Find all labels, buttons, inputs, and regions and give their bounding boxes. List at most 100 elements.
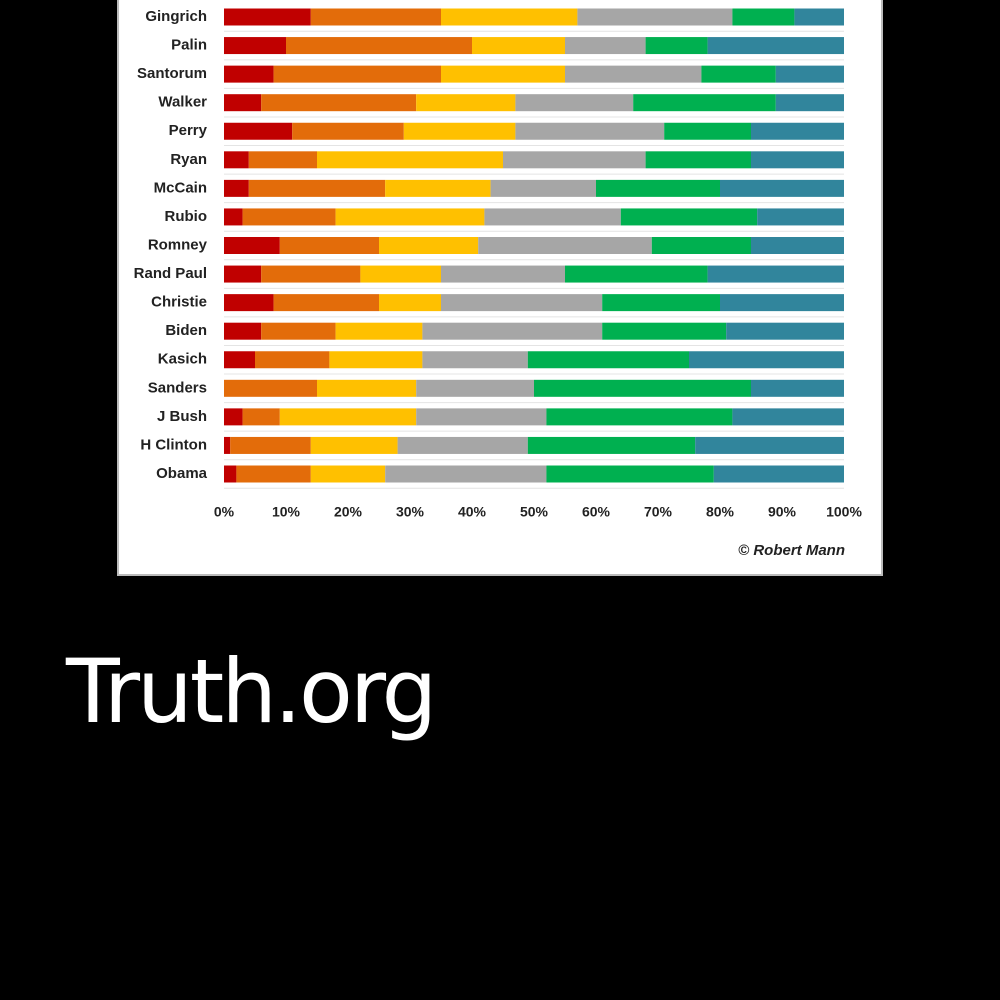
x-tick-label: 0%	[214, 504, 235, 520]
bar-segment	[775, 94, 844, 112]
bar-segment	[503, 151, 646, 169]
bar-segment	[484, 208, 621, 226]
category-label: Sanders	[148, 379, 207, 396]
bar-segment	[645, 37, 708, 55]
bar-segment	[248, 151, 317, 169]
bar-segment	[224, 208, 243, 226]
bar-segment	[664, 122, 751, 140]
bar-segment	[224, 65, 274, 83]
bar-segment	[534, 379, 751, 397]
bar-segment	[757, 208, 844, 226]
bar-segment	[751, 237, 844, 254]
category-label: Kasich	[158, 351, 207, 368]
bar-segment	[317, 379, 417, 397]
bar-segment	[224, 265, 262, 283]
bar-segment	[732, 8, 795, 26]
bar-segment	[261, 265, 361, 283]
bar-segment	[224, 8, 311, 26]
category-label: Rand Paul	[134, 265, 207, 282]
bar-segment	[596, 179, 720, 197]
x-tick-label: 30%	[396, 504, 425, 520]
bar-segment	[602, 294, 720, 312]
bar-segment	[261, 322, 336, 340]
bar-segment	[242, 208, 336, 226]
x-tick-label: 70%	[644, 504, 673, 520]
x-tick-label: 90%	[768, 504, 797, 520]
category-label: McCain	[154, 179, 207, 196]
bar-segment	[577, 8, 733, 26]
bar-segment	[751, 379, 844, 397]
bar-segment	[224, 408, 243, 426]
category-label: H Clinton	[140, 436, 207, 453]
credit: © Robert Mann	[738, 542, 845, 559]
bar-segment	[422, 322, 603, 340]
bar-segment	[651, 237, 751, 254]
bar-segment	[224, 322, 262, 340]
bar-segment	[224, 294, 274, 312]
x-tick-label: 80%	[706, 504, 735, 520]
bar-segment	[478, 237, 652, 254]
bar-segment	[403, 122, 516, 140]
bar-segment	[422, 351, 528, 369]
bar-segment	[224, 465, 237, 483]
category-label: Christie	[151, 294, 207, 311]
bar-segment	[230, 436, 311, 454]
bar-segment	[490, 179, 596, 197]
x-tick-label: 50%	[520, 504, 549, 520]
bar-segment	[707, 37, 844, 55]
bar-segment	[602, 322, 727, 340]
x-tick-label: 20%	[334, 504, 363, 520]
bar-segment	[416, 94, 516, 112]
bar-segment	[527, 351, 689, 369]
bar-segment	[515, 122, 665, 140]
x-tick-label: 40%	[458, 504, 487, 520]
bar-segment	[397, 436, 528, 454]
site-logo: Truth.org	[65, 640, 434, 743]
category-label: Gingrich	[145, 8, 207, 25]
bar-segment	[751, 122, 844, 140]
bar-segment	[441, 265, 565, 283]
category-label: Romney	[148, 236, 208, 253]
category-label: Biden	[165, 322, 207, 339]
bar-segment	[242, 408, 280, 426]
bar-segment	[379, 294, 441, 312]
bar-segment	[775, 65, 844, 83]
bar-segment	[310, 8, 441, 26]
x-tick-label: 100%	[826, 504, 862, 520]
bar-segment	[385, 179, 491, 197]
bar-segment	[441, 8, 578, 26]
bar-segment	[720, 179, 844, 197]
bar-segment	[224, 151, 249, 169]
bar-segment	[565, 37, 646, 55]
bar-segment	[261, 94, 417, 112]
bar-segment	[317, 151, 503, 169]
bar-segment	[751, 151, 844, 169]
category-label: Palin	[171, 37, 207, 54]
category-label: Santorum	[137, 65, 207, 82]
bar-segment	[720, 294, 844, 312]
category-label: Walker	[158, 94, 207, 111]
bar-segment	[329, 351, 423, 369]
bar-segment	[224, 94, 262, 112]
bar-segment	[416, 408, 547, 426]
bar-segment	[255, 351, 330, 369]
bar-segment	[695, 436, 844, 454]
bar-segment	[224, 37, 286, 55]
bar-segment	[633, 94, 776, 112]
category-label: J Bush	[157, 408, 207, 425]
bar-segment	[645, 151, 751, 169]
bar-segment	[360, 265, 441, 283]
bar-segment	[379, 237, 479, 254]
bar-segment	[224, 351, 255, 369]
category-label: Ryan	[170, 151, 207, 168]
bar-segment	[224, 122, 293, 140]
bar-segment	[732, 408, 844, 426]
bar-segment	[515, 94, 634, 112]
bar-segment	[441, 294, 603, 312]
bar-segment	[224, 379, 317, 397]
bar-segment	[273, 294, 379, 312]
bar-segment	[310, 436, 398, 454]
bar-segment	[472, 37, 565, 55]
bar-segment	[335, 208, 485, 226]
